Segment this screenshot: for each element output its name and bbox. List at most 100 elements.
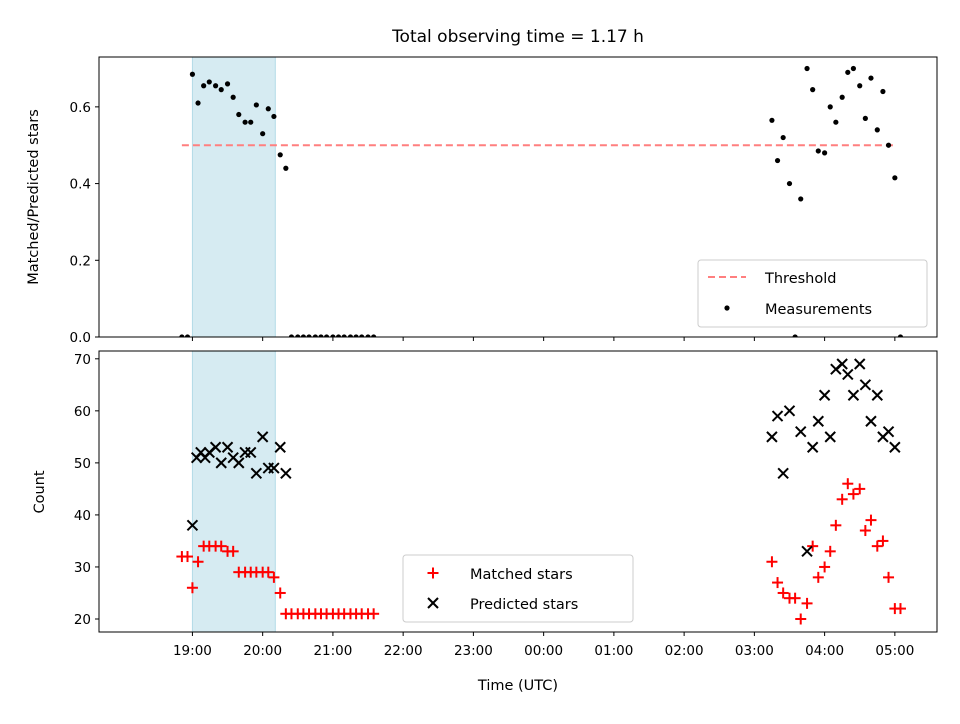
measurement-point [885, 142, 892, 148]
x-tick-label: 05:00 [875, 643, 914, 659]
matched-star-marker [871, 540, 883, 552]
measurement-point [822, 150, 828, 156]
measurement-point [341, 334, 347, 337]
measurement-point [184, 334, 191, 337]
plot-area [176, 358, 906, 625]
legend-predicted-swatch [427, 597, 439, 609]
measurement-point [260, 131, 266, 137]
predicted-star-marker [215, 457, 227, 469]
x-tick-label: 22:00 [384, 643, 423, 659]
predicted-star-marker [801, 545, 813, 558]
legend-measurements-swatch [724, 305, 730, 311]
matched-star-marker [268, 571, 280, 583]
matched-star-marker [877, 535, 889, 547]
measurement-point [323, 334, 330, 337]
chart-title: Total observing time = 1.17 h [391, 27, 644, 47]
measurement-point [330, 334, 336, 337]
x-axis-label: Time (UTC) [477, 678, 558, 694]
matched-star-marker [859, 525, 871, 537]
matched-star-marker [819, 561, 831, 573]
matched-star-marker [215, 540, 227, 552]
y-tick-label: 20 [74, 612, 91, 628]
matched-star-marker [836, 493, 848, 505]
measurement-point [318, 334, 324, 337]
measurement-point [897, 334, 904, 337]
measurement-point [857, 83, 863, 89]
measurement-point [242, 119, 248, 125]
measurement-point [236, 111, 242, 118]
predicted-star-marker [824, 431, 836, 443]
predicted-star-marker [280, 467, 292, 479]
legend-threshold-label: Threshold [764, 271, 836, 287]
measurement-point [213, 83, 219, 89]
predicted-star-marker [871, 389, 884, 401]
y-axis-label-bottom: Count [32, 470, 48, 513]
matched-star-marker [854, 483, 866, 495]
matched-star-marker [894, 603, 906, 615]
predicted-star-marker [766, 431, 778, 443]
x-tick-label: 19:00 [173, 643, 212, 659]
predicted-star-marker [859, 379, 872, 391]
matched-star-marker [368, 608, 380, 620]
predicted-star-marker [186, 519, 199, 532]
x-tick-label: 03:00 [735, 643, 774, 659]
predicted-star-marker [882, 425, 895, 438]
predicted-star-marker [783, 405, 796, 417]
predicted-star-marker [256, 431, 269, 443]
measurement-point [798, 196, 804, 202]
measurement-point [371, 334, 377, 337]
measurement-point [353, 334, 359, 337]
measurement-point [839, 94, 845, 100]
measurement-point [845, 69, 851, 75]
measurement-point [769, 117, 775, 123]
observing-span-shade [191, 350, 276, 633]
predicted-star-marker [889, 441, 901, 453]
x-tick-label: 04:00 [805, 643, 844, 659]
measurement-point [365, 334, 371, 337]
matched-star-marker [812, 571, 824, 583]
x-tick-label: 00:00 [524, 643, 563, 659]
matched-star-marker [801, 597, 813, 609]
y-tick-label: 60 [74, 404, 91, 420]
matched-star-marker [807, 540, 819, 552]
y-tick-label: 70 [74, 352, 91, 368]
y-tick-label: 0.0 [70, 330, 91, 346]
predicted-star-marker [854, 358, 866, 370]
predicted-star-marker [812, 415, 824, 427]
matched-star-marker [795, 613, 807, 625]
measurement-point [774, 157, 781, 164]
y-tick-label: 30 [74, 560, 91, 576]
matched-star-marker [182, 551, 194, 563]
measurement-point [347, 334, 354, 337]
measurement-point [271, 113, 277, 120]
measurement-point [792, 334, 798, 337]
predicted-star-marker [268, 462, 280, 474]
legend-predicted-label: Predicted stars [470, 597, 578, 613]
matched-star-marker [186, 582, 198, 594]
measurement-point [850, 65, 857, 72]
measurement-point [195, 100, 201, 106]
y-tick-label: 50 [74, 456, 91, 472]
predicted-star-marker [777, 467, 789, 479]
predicted-star-marker [221, 441, 234, 453]
measurement-point [880, 88, 886, 95]
predicted-star-marker [274, 441, 286, 453]
predicted-star-marker [818, 389, 831, 401]
y-tick-label: 0.2 [70, 253, 91, 269]
measurement-point [288, 334, 295, 337]
measurement-point [810, 87, 816, 93]
predicted-star-marker [865, 415, 877, 427]
y-axis-label-top: Matched/Predicted stars [26, 109, 42, 285]
matched-star-marker [274, 587, 286, 599]
plot-area [179, 65, 904, 337]
y-tick-label: 40 [74, 508, 91, 524]
measurement-point [230, 94, 236, 100]
x-tick-label: 02:00 [665, 643, 704, 659]
measurement-point [359, 334, 365, 337]
predicted-star-marker [806, 441, 819, 453]
predicted-star-marker [245, 446, 257, 459]
matched-star-marker [766, 556, 778, 568]
legend-measurements-label: Measurements [765, 302, 872, 318]
matched-star-marker [227, 545, 239, 557]
measurement-point [862, 115, 868, 121]
